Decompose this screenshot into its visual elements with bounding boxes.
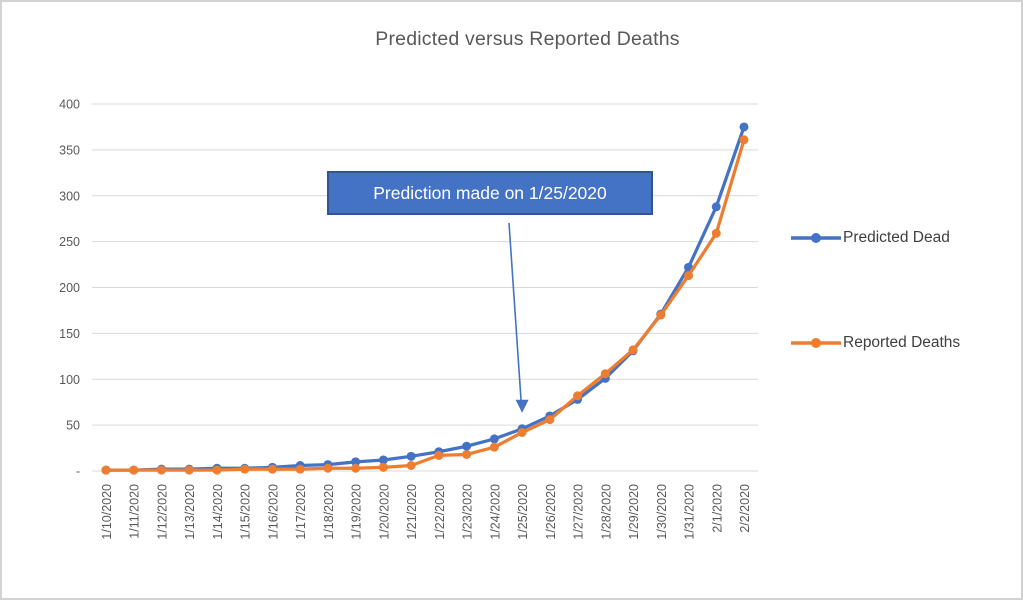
x-axis-tick-label: 1/10/2020 xyxy=(100,484,114,540)
data-point-marker-1[interactable] xyxy=(628,345,638,355)
x-axis-tick-label: 1/29/2020 xyxy=(627,484,641,540)
annotation-text: Prediction made on 1/25/2020 xyxy=(373,182,607,203)
data-point-marker-1[interactable] xyxy=(656,310,666,320)
y-axis-tick-label: 50 xyxy=(66,419,80,433)
data-point-marker-0[interactable] xyxy=(489,434,499,444)
x-axis-tick-label: 1/11/2020 xyxy=(128,484,142,539)
x-axis-tick-label: 1/20/2020 xyxy=(377,484,391,540)
x-axis-tick-label: 1/17/2020 xyxy=(294,484,308,540)
legend-line-marker-icon xyxy=(791,233,841,243)
data-point-marker-1[interactable] xyxy=(517,427,527,437)
y-axis-tick-label: 150 xyxy=(59,327,80,341)
data-point-marker-1[interactable] xyxy=(129,465,139,475)
x-axis-tick-label: 1/16/2020 xyxy=(266,484,280,540)
data-point-marker-0[interactable] xyxy=(739,122,749,132)
chart-title: Predicted versus Reported Deaths xyxy=(375,28,680,50)
y-axis-tick-label: 300 xyxy=(59,189,80,203)
data-point-marker-1[interactable] xyxy=(684,271,694,281)
data-point-marker-0[interactable] xyxy=(351,457,361,467)
y-axis-tick-label: 400 xyxy=(59,98,80,112)
annotation-callout[interactable]: Prediction made on 1/25/2020 xyxy=(327,171,653,215)
annotation-arrowhead-icon xyxy=(515,399,529,413)
x-axis-tick-label: 1/26/2020 xyxy=(544,484,558,540)
data-point-marker-1[interactable] xyxy=(739,135,749,145)
x-axis-tick-label: 1/24/2020 xyxy=(488,484,502,540)
data-point-marker-1[interactable] xyxy=(489,442,499,452)
legend-label-reported-deaths: Reported Deaths xyxy=(843,334,961,351)
x-axis-tick-label: 1/15/2020 xyxy=(239,484,253,540)
y-axis-tick-label: 350 xyxy=(59,143,80,157)
x-axis-tick-label: 1/12/2020 xyxy=(155,484,169,540)
data-point-marker-1[interactable] xyxy=(240,464,250,474)
x-axis-tick-label: 1/30/2020 xyxy=(655,484,669,540)
x-axis-tick-label: 1/25/2020 xyxy=(516,484,530,540)
data-point-marker-1[interactable] xyxy=(184,465,194,475)
data-point-marker-1[interactable] xyxy=(545,415,555,425)
data-point-marker-1[interactable] xyxy=(267,464,277,474)
data-point-marker-1[interactable] xyxy=(101,465,111,475)
x-axis-tick-label: 1/27/2020 xyxy=(572,484,586,540)
y-axis-tick-label: 200 xyxy=(59,281,80,295)
y-axis-tick-label: - xyxy=(76,465,80,479)
series-line-1[interactable] xyxy=(104,138,746,472)
x-axis-tick-label: 1/18/2020 xyxy=(322,484,336,540)
legend-item-reported-deaths[interactable]: Reported Deaths xyxy=(790,331,960,355)
data-point-marker-0[interactable] xyxy=(406,451,416,461)
data-point-marker-1[interactable] xyxy=(434,450,444,460)
x-axis-tick-label: 1/19/2020 xyxy=(350,484,364,540)
data-point-marker-0[interactable] xyxy=(711,202,721,212)
annotation-arrow-line xyxy=(508,222,522,401)
data-point-marker-1[interactable] xyxy=(295,464,305,474)
x-axis-tick-label: 1/28/2020 xyxy=(599,484,613,540)
data-point-marker-1[interactable] xyxy=(573,391,583,401)
data-point-marker-1[interactable] xyxy=(406,460,416,470)
data-point-marker-1[interactable] xyxy=(351,463,361,473)
legend-line-marker-icon xyxy=(791,338,841,348)
data-point-marker-1[interactable] xyxy=(323,463,333,473)
x-axis-tick-label: 1/21/2020 xyxy=(405,484,419,540)
y-axis-tick-label: 100 xyxy=(59,373,80,387)
data-point-marker-1[interactable] xyxy=(156,465,166,475)
data-point-marker-0[interactable] xyxy=(462,441,472,451)
data-point-marker-0[interactable] xyxy=(378,455,388,465)
legend-item-predicted-dead[interactable]: Predicted Dead xyxy=(790,226,950,250)
x-axis-tick-label: 2/1/2020 xyxy=(710,484,724,533)
x-axis-tick-label: 1/14/2020 xyxy=(211,484,225,540)
x-axis-tick-label: 1/13/2020 xyxy=(183,484,197,540)
x-axis-tick-label: 1/23/2020 xyxy=(461,484,475,540)
data-point-marker-1[interactable] xyxy=(378,462,388,472)
data-point-marker-1[interactable] xyxy=(212,465,222,475)
data-point-marker-1[interactable] xyxy=(462,449,472,459)
y-axis-tick-label: 250 xyxy=(59,235,80,249)
legend-label-predicted-dead: Predicted Dead xyxy=(843,229,950,246)
data-point-marker-1[interactable] xyxy=(711,228,721,238)
data-point-marker-1[interactable] xyxy=(600,369,610,379)
x-axis-tick-label: 2/2/2020 xyxy=(738,484,752,533)
x-axis-tick-label: 1/31/2020 xyxy=(683,484,697,540)
x-axis-tick-label: 1/22/2020 xyxy=(433,484,447,540)
